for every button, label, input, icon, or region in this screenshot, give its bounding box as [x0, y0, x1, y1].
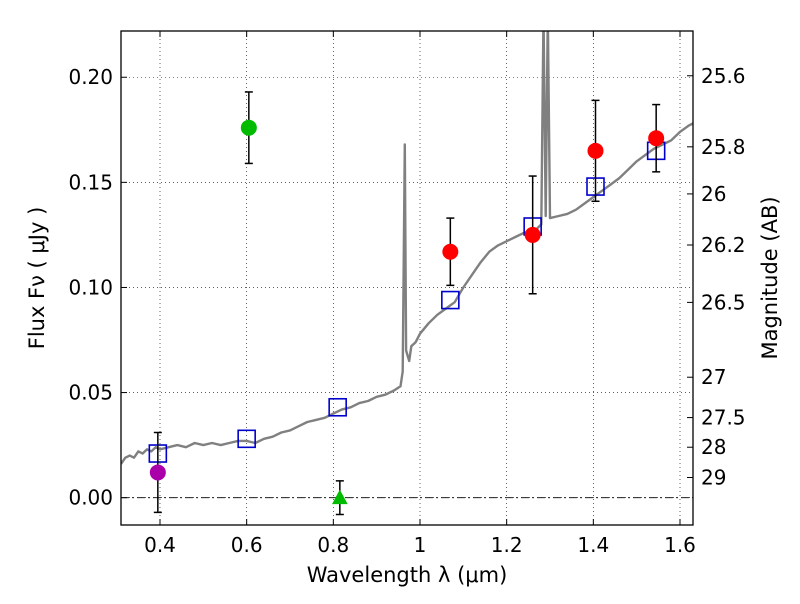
model-photometry-square [328, 397, 347, 417]
photometry-point [240, 119, 257, 136]
mag-tick-label: 25.8 [701, 135, 746, 159]
x-tick-label: 1 [414, 533, 427, 557]
y-tick-label: 0.15 [68, 170, 113, 194]
axes-layer: 0.4 0.6 0.8 1 1.2 1.4 1.6 0.00 0.05 0.10 0.15 0.20 2… [68, 31, 746, 557]
mag-tick-label: 25.6 [701, 64, 746, 88]
photometry-point [442, 243, 459, 260]
mag-tick-label: 27 [701, 365, 726, 389]
model-sed-line [121, 31, 693, 465]
series-layer [121, 31, 693, 465]
mag-tick-label: 29 [701, 465, 726, 489]
points-layer [148, 91, 666, 516]
mag-tick-label: 26.5 [701, 290, 746, 314]
model-photometry-square [441, 290, 460, 310]
photometry-point [587, 142, 604, 159]
x-tick-label: 1.4 [577, 533, 609, 557]
mag-tick-label: 28 [701, 435, 726, 459]
x-axis-label: Wavelength λ (μm) [307, 563, 508, 587]
plot-area [121, 31, 693, 525]
upper-limit-point [331, 489, 348, 505]
photometry-point [524, 226, 541, 243]
plot-frame [120, 30, 694, 526]
y-axis-right-label: Magnitude (AB) [758, 196, 782, 359]
x-tick-label: 1.6 [664, 533, 696, 557]
x-tick-label: 0.8 [317, 533, 349, 557]
x-tick-label: 0.6 [231, 533, 263, 557]
mag-tick-label: 26 [701, 182, 726, 206]
y-axis-label: Flux Fν ( μJy ) [25, 207, 49, 350]
y-tick-label: 0.00 [68, 486, 113, 510]
y-tick-label: 0.10 [68, 275, 113, 299]
photometry-point [648, 130, 665, 147]
y-tick-label: 0.20 [68, 65, 113, 89]
photometry-point [149, 464, 166, 481]
model-photometry-square [237, 429, 256, 449]
y-tick-label: 0.05 [68, 381, 113, 405]
mag-tick-label: 26.2 [701, 233, 746, 257]
mag-tick-label: 27.5 [701, 406, 746, 430]
x-tick-label: 1.2 [491, 533, 523, 557]
x-tick-label: 0.4 [144, 533, 176, 557]
